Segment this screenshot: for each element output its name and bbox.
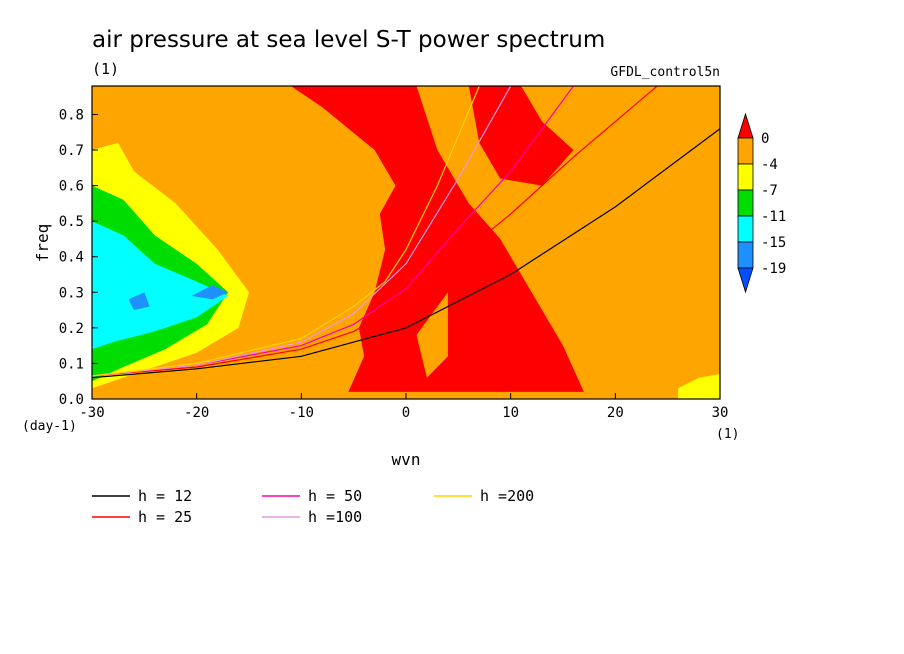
- colorbar-band: [737, 189, 754, 217]
- x-tick-label: 10: [502, 405, 519, 421]
- x-tick-label: 30: [712, 405, 729, 421]
- colorbar-label: -4: [761, 157, 778, 173]
- region-orange-3: [416, 292, 448, 378]
- y-tick-label: 0.0: [59, 392, 84, 408]
- colorbar-label: -19: [761, 261, 786, 277]
- y-axis-label: freq: [33, 224, 52, 263]
- region-red-1: [290, 86, 584, 392]
- colorbar-label: -15: [761, 235, 786, 251]
- legend-label-2: h = 50: [308, 487, 362, 505]
- region-blue-8: [128, 292, 150, 311]
- chart-title: air pressure at sea level S-T power spec…: [92, 27, 605, 53]
- colorbar-label: -7: [761, 183, 778, 199]
- y-tick-label: 0.3: [59, 285, 84, 301]
- dispersion-curves: [92, 86, 720, 379]
- colorbar-label: 0: [761, 131, 769, 147]
- chart-subtitle: (1): [92, 60, 119, 78]
- colorbar-bottom-arrow: [737, 267, 754, 294]
- legend-label-0: h = 12: [138, 487, 192, 505]
- legend: h = 12 h = 25 h = 50 h =100 h =200: [92, 487, 534, 526]
- region-blue-7: [191, 285, 229, 300]
- y-tick-label: 0.4: [59, 250, 84, 266]
- y-tick-label: 0.8: [59, 107, 84, 123]
- x-axis: -30 -20 -10 0 10 20 30: [79, 393, 728, 421]
- y-tick-label: 0.6: [59, 179, 84, 195]
- series-line-4: [92, 86, 480, 377]
- heatmap-field: [92, 86, 720, 399]
- legend-label-1: h = 25: [138, 508, 192, 526]
- colorbar-band: [737, 241, 754, 269]
- y-tick-label: 0.2: [59, 321, 84, 337]
- x-unit-label: (1): [716, 427, 739, 442]
- y-tick-label: 0.5: [59, 214, 84, 230]
- colorbar-top-arrow: [737, 112, 754, 139]
- x-tick-label: 0: [402, 405, 410, 421]
- series-line-3: [92, 86, 512, 377]
- series-line-1: [92, 86, 658, 377]
- legend-label-4: h =200: [480, 487, 534, 505]
- y-tick-label: 0.1: [59, 356, 84, 372]
- y-unit-label: (day-1): [22, 419, 77, 434]
- x-tick-label: -10: [289, 405, 314, 421]
- colorbar-label: -11: [761, 209, 786, 225]
- x-axis-label: wvn: [392, 450, 421, 469]
- region-yellow-9: [678, 374, 720, 399]
- x-tick-label: -20: [184, 405, 209, 421]
- source-label: GFDL_control5n: [610, 65, 720, 80]
- region-red-2: [468, 86, 574, 186]
- y-tick-label: 0.7: [59, 143, 84, 159]
- series-line-0: [92, 128, 720, 379]
- x-tick-label: -30: [79, 405, 104, 421]
- y-axis: 0.0 0.1 0.2 0.3 0.4 0.5 0.6 0.7 0.8: [59, 107, 98, 408]
- colorbar-band: [737, 215, 754, 243]
- region-cyan-6: [92, 221, 229, 350]
- colorbar: 0 -4 -7 -11 -15 -19: [737, 112, 786, 294]
- x-tick-label: 20: [607, 405, 624, 421]
- colorbar-band: [737, 137, 754, 165]
- colorbar-band: [737, 163, 754, 191]
- legend-label-3: h =100: [308, 508, 362, 526]
